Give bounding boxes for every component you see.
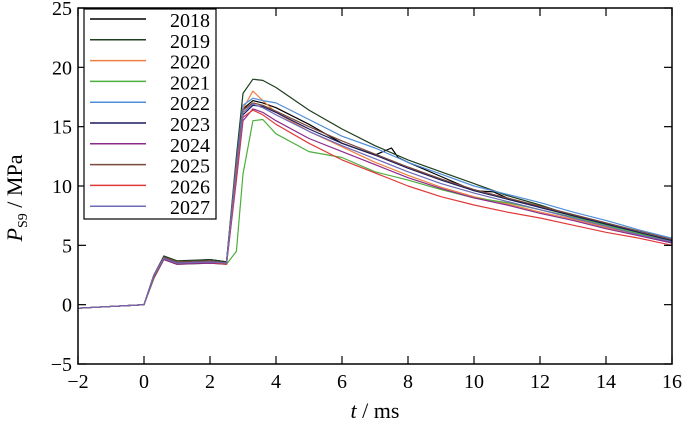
series-line-2025 bbox=[77, 102, 673, 309]
series-line-2027 bbox=[77, 103, 673, 309]
y-axis-subscript: S9 bbox=[16, 213, 31, 228]
legend-box bbox=[83, 8, 217, 220]
legend-label: 2021 bbox=[170, 72, 210, 94]
x-tick-label: 10 bbox=[464, 371, 484, 393]
legend-label: 2026 bbox=[170, 176, 210, 198]
x-tick-label: 2 bbox=[205, 371, 215, 393]
y-axis-variable: P bbox=[2, 228, 27, 242]
legend-label: 2027 bbox=[170, 197, 210, 219]
legend-label: 2022 bbox=[170, 93, 210, 115]
x-tick-label: 4 bbox=[271, 371, 281, 393]
y-axis-unit: / MPa bbox=[2, 154, 27, 213]
y-tick-label: 20 bbox=[52, 57, 72, 79]
x-axis-label: t / ms bbox=[351, 398, 400, 423]
y-tick-label: 10 bbox=[52, 176, 72, 198]
x-tick-label: 16 bbox=[662, 371, 682, 393]
x-axis-ticks: −2 0 2 4 6 8 10 12 14 16 bbox=[67, 8, 682, 393]
legend-label: 2025 bbox=[170, 156, 210, 178]
x-tick-label: 0 bbox=[139, 371, 149, 393]
legend-label: 2024 bbox=[170, 135, 210, 157]
x-tick-label: 8 bbox=[403, 371, 413, 393]
x-tick-label: 6 bbox=[337, 371, 347, 393]
x-tick-label: 12 bbox=[530, 371, 550, 393]
y-tick-label: 0 bbox=[62, 295, 72, 317]
legend-label: 2023 bbox=[170, 114, 210, 136]
series-lines bbox=[77, 78, 673, 309]
y-tick-label: 15 bbox=[52, 117, 72, 139]
series-line-2024 bbox=[77, 108, 673, 309]
x-tick-label: 14 bbox=[596, 371, 616, 393]
x-axis-variable: t bbox=[351, 398, 358, 423]
x-tick-label: −2 bbox=[67, 371, 88, 393]
y-tick-label: 5 bbox=[62, 235, 72, 257]
y-tick-label: −5 bbox=[51, 354, 72, 376]
legend-label: 2018 bbox=[170, 10, 210, 32]
x-axis-unit: / ms bbox=[357, 398, 400, 423]
y-tick-label: 25 bbox=[52, 0, 72, 20]
y-axis-label: PS9 / MPa bbox=[2, 154, 31, 242]
legend-label: 2020 bbox=[170, 52, 210, 74]
legend-label: 2019 bbox=[170, 31, 210, 53]
series-line-2019 bbox=[77, 78, 673, 309]
